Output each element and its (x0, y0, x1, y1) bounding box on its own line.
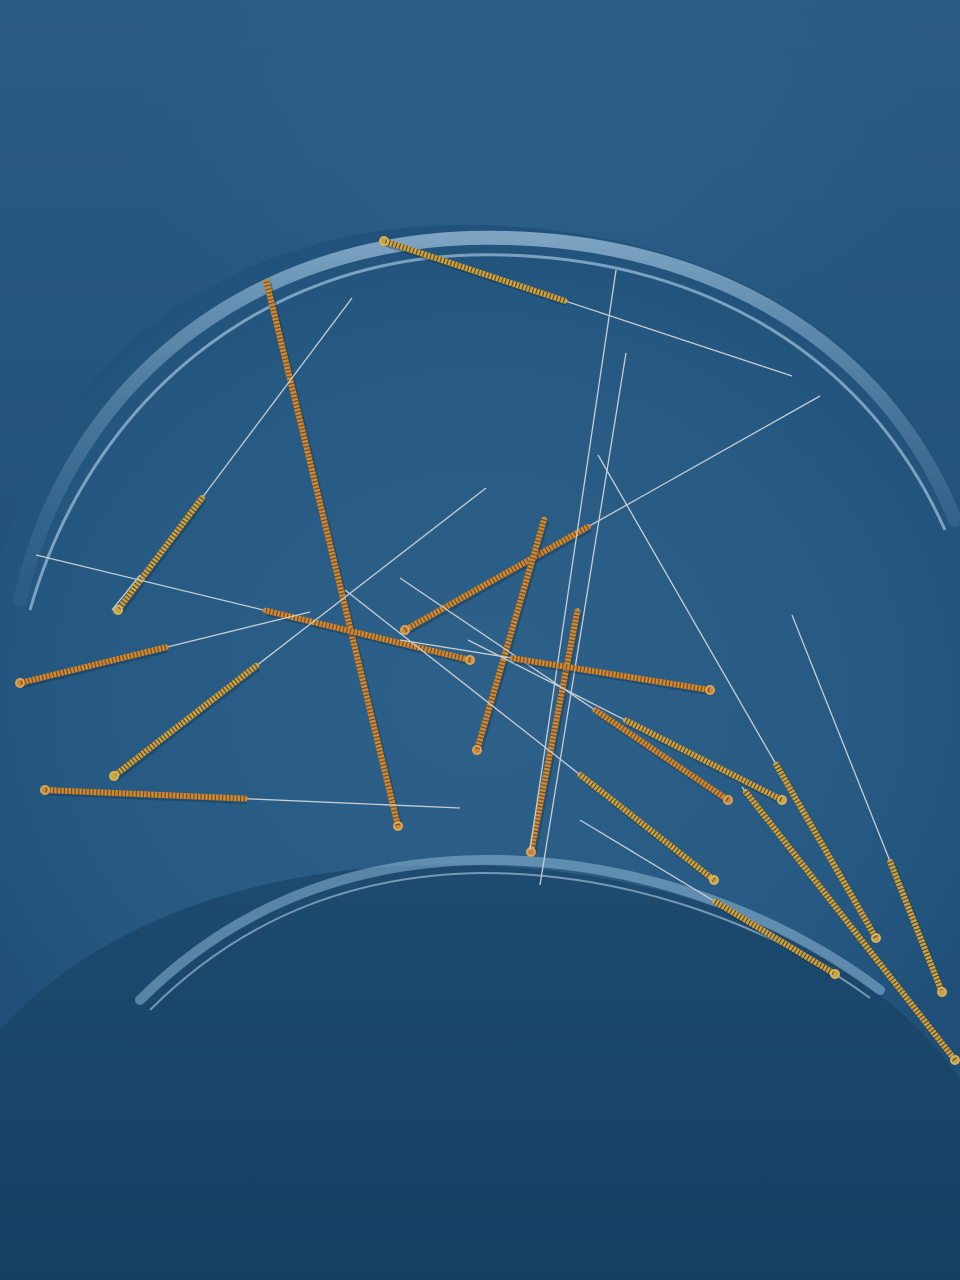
coiled-handle (712, 898, 838, 977)
needle-shaft (344, 589, 581, 776)
handle-loop (950, 1055, 960, 1065)
needle-group (15, 236, 960, 1065)
handle-loop (871, 933, 881, 943)
needle-shaft (35, 554, 267, 612)
acupuncture-needle (526, 607, 583, 857)
needle-shaft (165, 611, 311, 648)
handle-loop (113, 605, 123, 615)
acupuncture-needle (113, 297, 353, 615)
acupuncture-needle (472, 516, 549, 755)
acupuncture-needle (35, 554, 475, 666)
tray-rim-highlight (13, 230, 960, 607)
coil-winding (512, 655, 711, 693)
handle-loop (723, 795, 733, 805)
coil-winding (624, 717, 784, 803)
coil-winding (44, 787, 245, 802)
handle-loop (109, 771, 119, 781)
coil-winding (474, 518, 548, 751)
acupuncture-needle (111, 574, 141, 611)
acupuncture-needle (399, 639, 715, 696)
tray-lower-rim (135, 854, 885, 1005)
acupuncture-needle (40, 785, 461, 809)
coiled-handle (115, 495, 205, 613)
needle-shaft (529, 269, 617, 851)
needle-shaft (111, 574, 141, 611)
coiled-handle (381, 238, 568, 304)
handle-loop (937, 987, 947, 997)
handle-loop (400, 625, 410, 635)
handle-loop (379, 236, 389, 246)
handle-loop (526, 847, 536, 857)
needle-shaft (399, 639, 513, 659)
handle-loop (830, 969, 840, 979)
acupuncture-needle (579, 819, 840, 979)
coil-winding (265, 607, 471, 663)
acupuncture-needle (791, 614, 947, 997)
needle-shaft (255, 487, 487, 667)
acupuncture-needle (529, 269, 617, 851)
handle-loop (40, 785, 50, 795)
handle-loop (705, 685, 715, 695)
acupuncture-needle (379, 236, 793, 377)
acupuncture-needle (344, 589, 719, 885)
coiled-handle (577, 771, 717, 883)
needle-shaft (597, 454, 777, 765)
handle-loop (393, 821, 403, 831)
coil-winding (403, 524, 590, 633)
acupuncture-needle (15, 611, 311, 689)
coiled-handle (887, 858, 945, 995)
handle-loop (709, 875, 719, 885)
needle-shaft (201, 297, 353, 499)
handle-loop (15, 678, 25, 688)
handle-loop (465, 655, 475, 665)
coiled-handle (17, 644, 169, 686)
acupuncture-needle (109, 487, 487, 781)
coiled-handle (263, 278, 401, 829)
coil-winding (528, 610, 581, 853)
needle-shaft (539, 352, 627, 886)
coil-winding (593, 707, 730, 803)
needle-shaft (791, 614, 891, 863)
coil-winding (773, 763, 879, 940)
acupuncture-needle (741, 786, 960, 1065)
coil-winding (743, 790, 958, 1062)
acupuncture-needle (597, 454, 881, 943)
needle-shaft (244, 798, 461, 809)
coil-winding (112, 663, 259, 779)
acupuncture-needle (467, 639, 787, 806)
acupuncture-needle (263, 278, 403, 831)
needle-shaft (467, 639, 627, 722)
handle-loop (777, 795, 787, 805)
acupuncture-needle (539, 352, 627, 886)
needle-shaft (579, 819, 716, 903)
handle-loop (472, 745, 482, 755)
needle-shaft (564, 300, 793, 377)
